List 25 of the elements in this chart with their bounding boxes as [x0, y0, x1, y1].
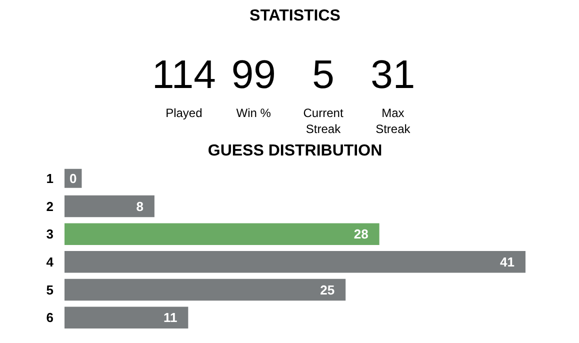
data-label: 25 — [320, 282, 335, 298]
y-tick-label: 5 — [46, 282, 54, 298]
bar — [64, 223, 380, 245]
data-label: 99 — [231, 53, 276, 98]
data-label: 5 — [312, 53, 334, 98]
bar — [64, 251, 526, 273]
text: STATISTICS — [250, 8, 341, 24]
category-label: Win % — [236, 106, 272, 120]
chart-title: GUESS DISTRIBUTION — [208, 142, 382, 160]
data-label: 114 — [152, 53, 216, 98]
y-tick-label: 1 — [46, 170, 54, 186]
category-label: Max Streak — [376, 106, 412, 136]
data-label: 28 — [354, 226, 368, 242]
data-label: 41 — [500, 254, 515, 270]
data-label: 11 — [163, 310, 178, 326]
category-label: Current Streak — [303, 106, 344, 136]
y-tick-label: 4 — [46, 254, 54, 270]
category-label: Played — [166, 106, 202, 120]
y-tick-label: 2 — [46, 198, 54, 214]
data-label: 0 — [70, 170, 77, 186]
data-label: 8 — [136, 198, 144, 214]
y-tick-label: 6 — [46, 310, 54, 326]
data-label: 31 — [370, 53, 416, 98]
bar — [64, 278, 346, 301]
y-tick-label: 3 — [46, 226, 54, 242]
